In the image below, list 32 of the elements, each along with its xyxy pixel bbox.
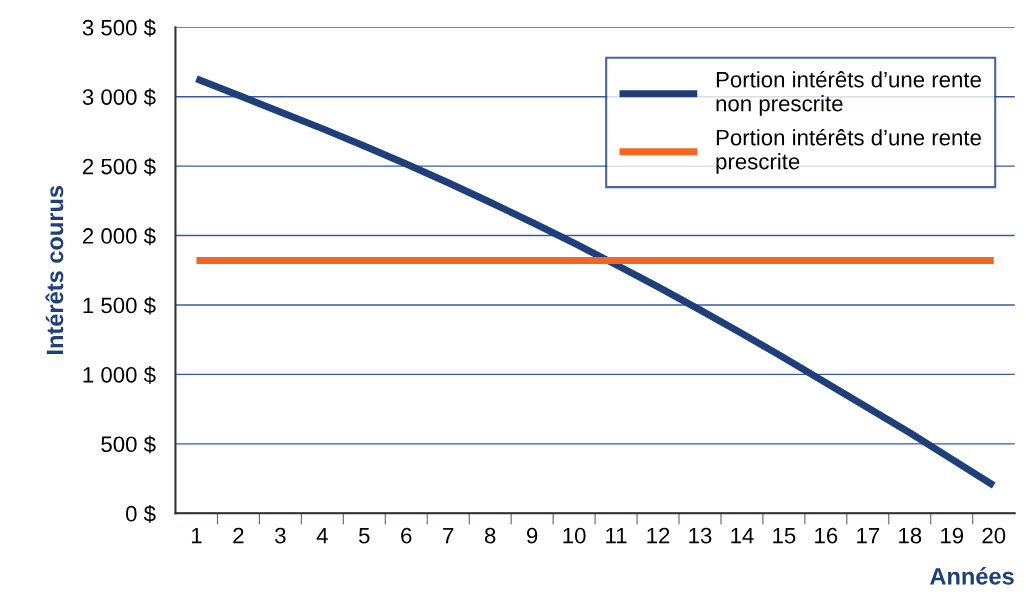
- x-tick-label: 12: [647, 527, 670, 544]
- legend-label: Portion intérêts d’une rente non prescrite: [716, 70, 981, 116]
- y-tick-label: 3 000 $: [82, 88, 156, 107]
- x-tick-label: 11: [606, 527, 627, 544]
- x-tick-label: 4: [316, 527, 328, 544]
- y-tick-label: 3 500 $: [82, 18, 156, 37]
- x-tick-label: 15: [773, 527, 796, 544]
- x-tick-label: 5: [358, 527, 370, 544]
- y-tick-label: 1 000 $: [83, 366, 156, 385]
- x-axis-title: Années: [930, 567, 1014, 585]
- x-tick-label: 1: [191, 527, 202, 544]
- x-tick-label: 9: [527, 527, 538, 544]
- y-tick-label: 1 500 $: [83, 296, 156, 315]
- y-tick-label: 0 $: [125, 504, 156, 523]
- x-tick-label: 2: [233, 527, 244, 544]
- x-tick-label: 10: [563, 527, 586, 544]
- x-tick-label: 18: [899, 527, 922, 544]
- legend-label: Portion intérêts d’une rente prescrite: [716, 128, 981, 174]
- x-tick-label: 13: [689, 527, 712, 544]
- x-tick-label: 3: [275, 527, 286, 544]
- y-tick-label: 500 $: [101, 435, 156, 454]
- x-tick-label: 16: [815, 527, 838, 544]
- x-tick-label: 7: [443, 527, 454, 544]
- x-tick-label: 8: [484, 527, 496, 544]
- y-tick-label: 2 500 $: [82, 157, 156, 176]
- x-tick-label: 6: [401, 527, 412, 544]
- y-axis-title: Intérêts courus: [45, 185, 64, 354]
- x-tick-label: 14: [731, 527, 754, 544]
- y-tick-label: 2 000 $: [82, 227, 156, 246]
- x-tick-label: 17: [857, 527, 880, 544]
- x-tick-label: 19: [941, 527, 964, 544]
- x-tick-label: 20: [982, 527, 1006, 544]
